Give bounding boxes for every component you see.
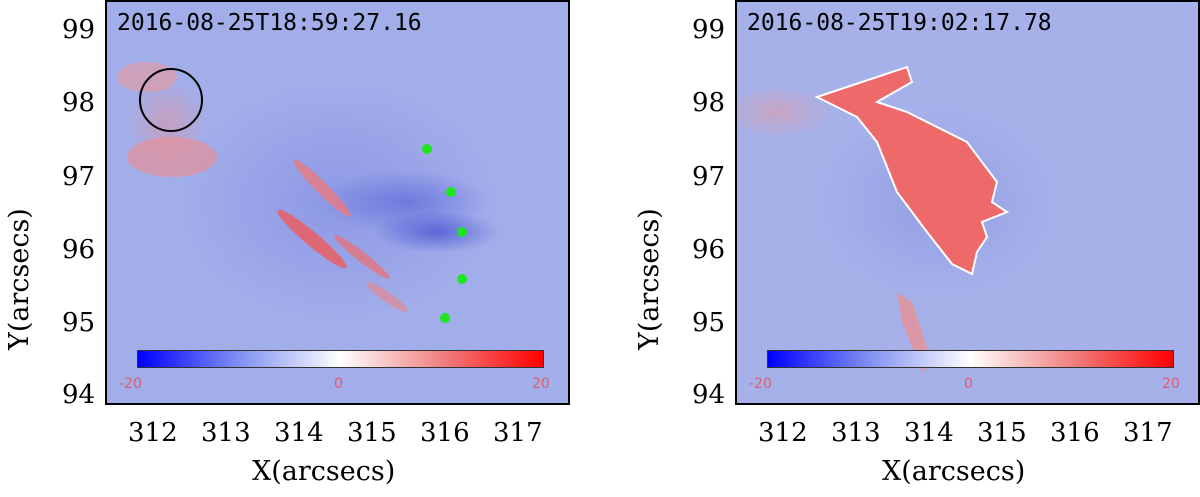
marker-dot [457, 274, 467, 284]
marker-dot [422, 144, 432, 154]
x-tick: 312 [128, 418, 178, 448]
y-axis-label: Y(arcsecs) [4, 208, 35, 350]
right-panel: 2016-08-25T19:02:17.78 -20 0 20 99 98 97… [630, 0, 1200, 497]
right-image-frame: 2016-08-25T19:02:17.78 -20 0 20 [735, 0, 1200, 405]
colorbar-max-label: 20 [1162, 376, 1180, 392]
y-tick: 95 [692, 308, 726, 338]
y-tick: 98 [62, 88, 96, 118]
y-tick: 94 [692, 380, 726, 410]
marker-dot [440, 313, 450, 323]
colorbar-min-label: -20 [749, 376, 772, 392]
x-axis-label: X(arcsecs) [882, 456, 1026, 487]
left-image-frame: 2016-08-25T18:59:27.16 -20 0 20 [105, 0, 570, 405]
y-tick: 96 [62, 235, 96, 265]
x-axis-label: X(arcsecs) [252, 456, 396, 487]
marker-dot [446, 187, 456, 197]
x-tick: 315 [977, 418, 1027, 448]
x-tick: 315 [347, 418, 397, 448]
x-tick: 317 [493, 418, 543, 448]
y-tick: 97 [62, 162, 96, 192]
colorbar-mid-label: 0 [964, 376, 973, 392]
y-tick: 99 [62, 15, 96, 45]
region-circle [139, 68, 203, 132]
x-tick: 314 [904, 418, 954, 448]
colorbar-min-label: -20 [119, 376, 142, 392]
y-axis-label: Y(arcsecs) [634, 208, 665, 350]
y-tick: 97 [692, 162, 726, 192]
y-tick: 96 [692, 235, 726, 265]
marker-dot [457, 227, 467, 237]
timestamp: 2016-08-25T19:02:17.78 [747, 10, 1052, 36]
y-tick: 98 [692, 88, 726, 118]
colorbar-mid-label: 0 [334, 376, 343, 392]
y-tick: 94 [62, 380, 96, 410]
y-tick: 99 [692, 15, 726, 45]
colorbar [767, 350, 1174, 368]
y-tick: 95 [62, 308, 96, 338]
colorbar-max-label: 20 [532, 376, 550, 392]
colorbar [137, 350, 544, 368]
x-tick: 316 [420, 418, 470, 448]
x-tick: 312 [758, 418, 808, 448]
x-tick: 314 [274, 418, 324, 448]
red-patch [127, 137, 217, 177]
timestamp: 2016-08-25T18:59:27.16 [117, 10, 422, 36]
x-tick: 316 [1050, 418, 1100, 448]
x-tick: 313 [831, 418, 881, 448]
red-jet-region [814, 65, 1010, 372]
left-panel: 2016-08-25T18:59:27.16 -20 0 20 99 98 97… [4, 0, 570, 487]
x-tick: 317 [1123, 418, 1173, 448]
x-tick: 313 [201, 418, 251, 448]
